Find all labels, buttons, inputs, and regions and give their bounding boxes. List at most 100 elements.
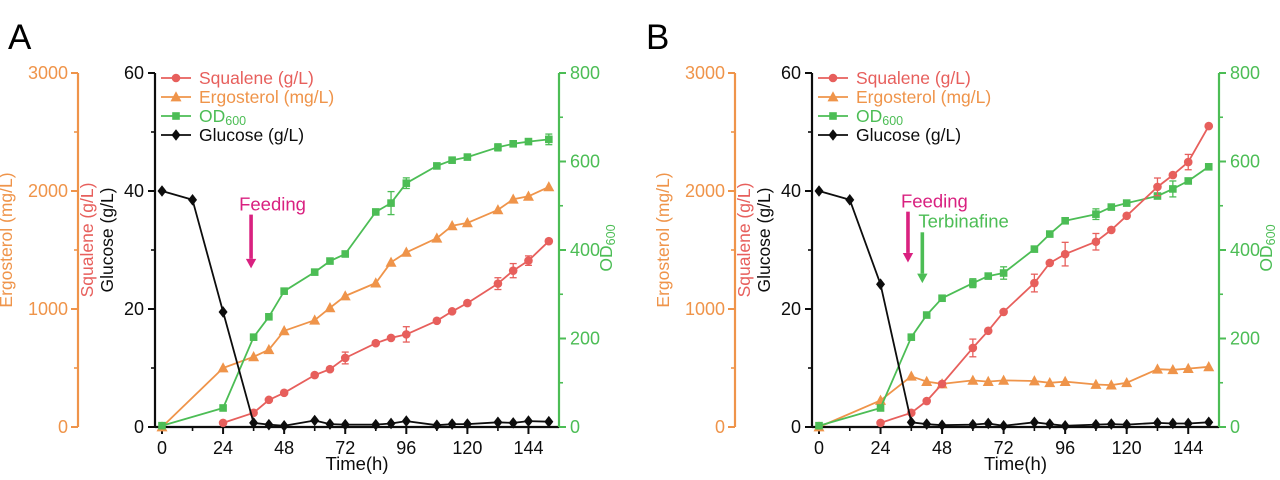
- glucose-marker: [968, 418, 978, 431]
- od600-marker: [1092, 210, 1100, 218]
- od600-tick-label: 600: [570, 152, 600, 172]
- od600-marker: [387, 199, 395, 207]
- squalene-marker: [983, 326, 993, 336]
- ergosterol-marker: [1059, 375, 1071, 386]
- panel-b-label: B: [646, 18, 670, 57]
- squalene-axis-title: Squalene (g/L): [77, 183, 97, 298]
- glucose-marker: [1152, 417, 1162, 429]
- od600-marker: [249, 333, 258, 341]
- glucose-tick-label: 40: [781, 181, 801, 201]
- ergosterol-marker: [1151, 363, 1163, 374]
- od600-tick-label: 200: [1230, 329, 1260, 349]
- glucose-marker: [1060, 420, 1070, 432]
- annotation-terbinafine: Terbinafine: [917, 210, 1009, 284]
- ergosterol-marker: [1044, 376, 1056, 388]
- series-glucose: [157, 185, 554, 432]
- ergosterol-marker: [543, 181, 555, 192]
- squalene-marker: [340, 353, 350, 363]
- squalene-marker: [1204, 121, 1214, 131]
- glucose-marker: [508, 417, 518, 429]
- squalene-marker: [1122, 211, 1131, 221]
- glucose-marker: [1091, 418, 1101, 431]
- series-ergosterol: [813, 361, 1215, 432]
- od600-marker: [326, 257, 334, 265]
- ergosterol-tick-label: 1000: [28, 299, 68, 319]
- ergosterol-marker: [1090, 378, 1102, 389]
- squalene-marker: [508, 266, 518, 275]
- squalene-marker: [1153, 182, 1162, 192]
- od600-axis-title: OD600: [1256, 224, 1278, 271]
- squalene-legend-marker: [828, 73, 838, 83]
- ergosterol-marker: [492, 204, 504, 215]
- od600-marker: [1045, 230, 1054, 238]
- od600-marker: [545, 135, 553, 144]
- od600-marker: [280, 287, 288, 295]
- time-tick-label: 72: [335, 438, 355, 458]
- od600-marker: [999, 269, 1008, 277]
- od600-marker: [969, 279, 977, 287]
- glucose-marker: [264, 418, 274, 431]
- time-axis-title: Time(h): [984, 453, 1047, 474]
- squalene-marker: [999, 307, 1008, 317]
- od600-marker: [219, 404, 227, 412]
- ergosterol-marker: [507, 193, 519, 204]
- time-tick-label: 120: [1112, 438, 1142, 458]
- glucose-marker: [279, 420, 289, 432]
- ergosterol-marker: [998, 374, 1010, 385]
- od600-marker: [310, 268, 319, 276]
- glucose-marker: [340, 418, 350, 431]
- ergosterol-marker: [309, 314, 321, 325]
- ergosterol-tick-label: 2000: [685, 181, 725, 201]
- od600-marker: [1030, 245, 1039, 253]
- time-tick-label: 144: [1173, 438, 1203, 458]
- ergosterol-marker: [324, 302, 336, 313]
- axis-titles: Ergosterol (mg/L) Squalene (g/L) Glucose (…: [0, 172, 618, 474]
- od600-line: [161, 138, 549, 427]
- od600-marker: [524, 137, 533, 146]
- od600-marker: [1107, 203, 1116, 211]
- glucose-tick-label: 40: [124, 181, 144, 201]
- od600-legend-marker: [829, 112, 837, 120]
- glucose-marker: [157, 185, 167, 197]
- glucose-marker: [310, 414, 320, 427]
- glucose-marker: [999, 420, 1009, 432]
- squalene-marker: [1091, 237, 1101, 247]
- glucose-marker: [462, 418, 472, 430]
- ergosterol-tick-label: 3000: [685, 63, 725, 83]
- annotation-feeding: Feeding: [901, 191, 968, 263]
- time-axis-title: Time(h): [325, 453, 388, 474]
- ergosterol-tick-label: 0: [58, 417, 68, 437]
- glucose-marker: [1045, 418, 1055, 430]
- ergosterol-marker: [339, 290, 351, 301]
- glucose-axis-title: Glucose (g/L): [754, 187, 774, 292]
- ergosterol-marker: [385, 256, 397, 267]
- od600-marker: [1061, 216, 1069, 225]
- ergosterol-marker: [982, 375, 994, 386]
- glucose-line: [161, 190, 549, 427]
- annotation-text: Feeding: [901, 191, 968, 212]
- glucose-marker: [401, 415, 411, 427]
- squalene-marker: [463, 298, 472, 308]
- glucose-marker: [922, 418, 932, 430]
- squalene-marker: [310, 370, 319, 380]
- od600-tick-label: 800: [570, 63, 600, 83]
- time-tick-label: 144: [513, 438, 543, 458]
- glucose-marker: [188, 194, 198, 206]
- ergosterol-marker: [446, 220, 458, 231]
- time-tick-label: 48: [932, 438, 952, 458]
- ergosterol-legend-marker: [827, 91, 839, 102]
- time-tick-label: 96: [396, 438, 416, 458]
- squalene-legend-marker: [171, 73, 181, 83]
- glucose-tick-label: 20: [781, 299, 801, 319]
- od600-marker: [265, 313, 273, 321]
- glucose-tick-label: 60: [781, 63, 801, 83]
- squalene-marker: [524, 256, 533, 265]
- glucose-tick-label: 60: [124, 63, 144, 83]
- od600-marker: [922, 311, 931, 319]
- od600-marker: [494, 143, 502, 152]
- ergosterol-marker: [1203, 361, 1215, 372]
- axis-titles: Ergosterol (mg/L) Squalene (g/L) Glucose (…: [653, 172, 1278, 474]
- squalene-axis-title: Squalene (g/L): [734, 183, 754, 298]
- legend: Squalene (g/L)Ergosterol (mg/L)OD600Gluc…: [161, 68, 334, 145]
